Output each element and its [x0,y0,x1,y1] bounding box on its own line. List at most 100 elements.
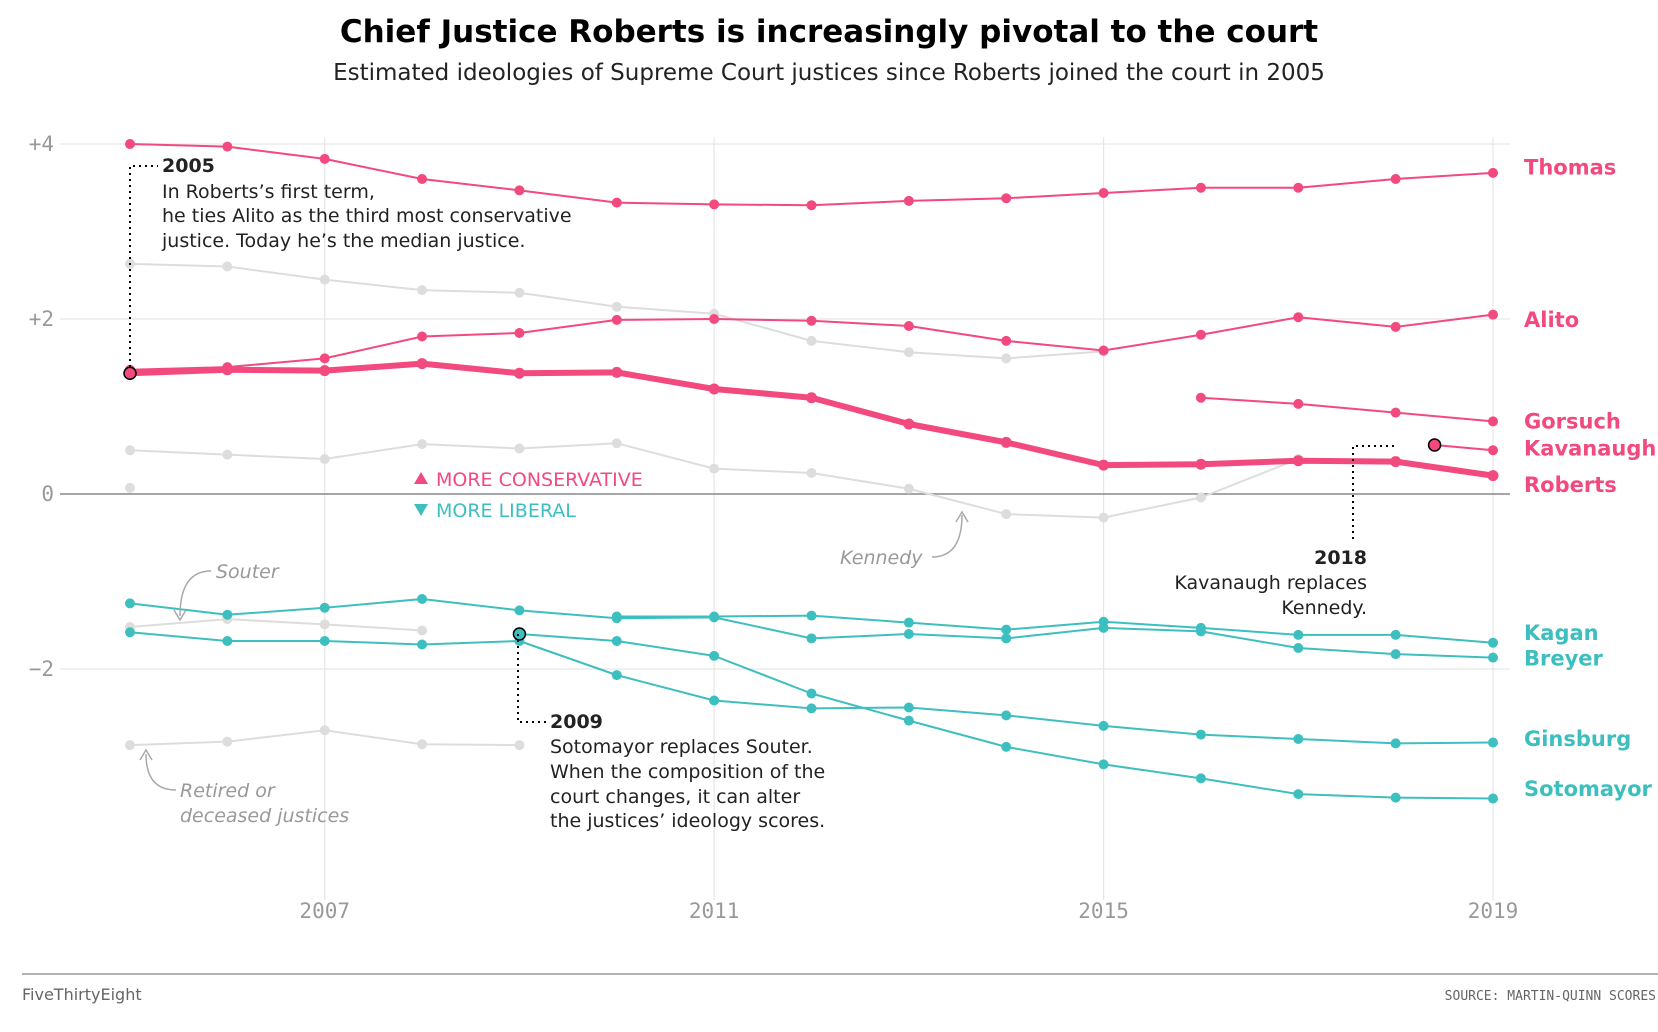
data-point-retired-10 [514,287,525,298]
annotation-2005-leader [129,165,158,367]
souter-arrow [179,570,212,617]
data-point-alito [1098,345,1109,356]
annotation-2005-line-3: justice. Today he’s the median justice. [161,230,525,252]
data-point-roberts [221,364,233,376]
data-point-retired-12 [417,739,428,750]
data-point-ginsburg [709,695,720,706]
data-point-kagan [806,610,817,621]
data-point-kennedy [903,483,914,494]
series-retired-12 [125,725,525,751]
series-lines [123,139,1499,804]
data-point-ginsburg [903,702,914,713]
data-point-kagan [1390,629,1401,640]
annotation-2009-line-1: Sotomayor replaces Souter. [550,736,813,758]
data-point-thomas [514,185,525,196]
annotation-2009-line-4: the justices’ ideology scores. [550,810,825,832]
data-point-breyer [611,613,622,624]
data-point-kennedy [1098,512,1109,523]
data-point-breyer [806,633,817,644]
data-point-roberts [903,418,915,430]
series-retired-13 [125,482,135,493]
data-point-ginsburg [1390,738,1401,749]
series-line-kavanaugh [1434,444,1494,452]
data-point-alito [709,314,720,324]
data-point-alito [1488,309,1498,320]
data-point-thomas [1390,174,1401,184]
y-tick-label: −2 [29,657,54,681]
series-label-alito: Alito [1524,308,1579,332]
data-point-roberts [319,365,331,377]
data-point-breyer [222,609,233,620]
footer-brand: FiveThirtyEight [22,985,142,1004]
data-point-gorsuch [1390,407,1401,418]
series-roberts [124,358,1499,482]
data-point-ginsburg [222,636,233,646]
data-point-breyer [1293,643,1304,653]
data-point-sotomayor [1293,789,1304,800]
data-point-roberts [1487,470,1499,482]
retired-note-line-2: deceased justices [180,805,349,827]
data-point-alito [1001,335,1012,346]
data-point-retired-10 [611,301,622,312]
kennedy-arrowhead-icon [955,510,969,523]
data-point-breyer [1098,622,1109,633]
annotation-2009-heading: 2009 [550,711,603,733]
series-label-roberts: Roberts [1524,473,1617,497]
data-point-thomas [1293,182,1304,193]
data-point-thomas [222,141,233,152]
data-point-breyer [125,598,135,609]
data-point-souter [319,619,330,630]
series-label-gorsuch: Gorsuch [1524,409,1621,433]
series-line-roberts [129,360,1494,479]
x-tick-label: 2011 [689,899,740,923]
x-tick-label: 2015 [1078,899,1129,923]
data-point-kavanaugh [1488,445,1498,456]
y-tick-label: 0 [41,482,54,506]
data-point-breyer [903,629,914,639]
data-point-souter [417,625,428,636]
data-point-sotomayor [1195,773,1206,784]
data-point-kennedy [1195,492,1206,503]
data-point-kennedy [319,454,330,464]
series-label-sotomayor: Sotomayor [1524,777,1653,801]
data-point-retired-12 [125,740,135,751]
data-point-kennedy [709,463,720,474]
data-point-roberts [1292,455,1304,467]
data-point-thomas [1488,167,1498,178]
data-point-ginsburg [806,703,817,714]
kennedy-note: Kennedy [840,547,923,569]
x-axis: 2007 2011 2015 2019 [299,899,1518,923]
data-point-retired-10 [1001,353,1012,364]
data-point-kennedy [806,468,817,478]
annotation-marker [1427,438,1442,452]
data-point-thomas [903,195,914,206]
data-point-breyer [1488,652,1498,663]
data-point-roberts [1098,459,1110,471]
annotation-2018-leader [1352,445,1394,540]
data-point-roberts [1000,436,1012,448]
data-point-roberts [611,366,623,378]
data-point-thomas [709,199,720,210]
data-point-retired-10 [222,261,233,272]
data-point-sotomayor [903,715,914,726]
series-line-kagan [616,614,1494,644]
series-retired-10 [125,258,1109,364]
x-tick-label: 2019 [1468,899,1519,923]
annotation-2005-line-2: he ties Alito as the third most conserva… [162,205,572,227]
retired-arrowhead-icon [139,748,153,761]
data-point-thomas [1001,193,1012,204]
series-line-ginsburg [129,631,1494,745]
data-point-roberts [513,367,525,379]
data-point-kagan [1293,629,1304,640]
data-point-sotomayor [1488,793,1498,804]
series-line-gorsuch [1200,396,1494,423]
data-point-sotomayor [1098,759,1109,770]
data-point-gorsuch [1488,416,1498,427]
series-label-thomas: Thomas [1524,156,1616,180]
data-point-kagan [1001,624,1012,635]
data-point-gorsuch [1293,398,1304,409]
data-point-sotomayor [611,636,622,646]
data-point-ginsburg [319,636,330,646]
annotation-2005-line-1: In Roberts’s first term, [162,181,375,203]
